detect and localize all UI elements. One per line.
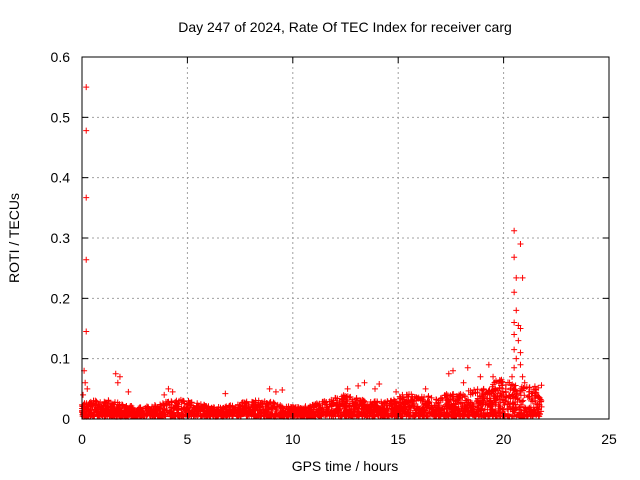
data-point (511, 289, 518, 296)
data-point (83, 127, 90, 134)
y-tick-label: 0.6 (51, 49, 71, 65)
data-point (498, 376, 505, 383)
data-point (169, 388, 176, 395)
dense-scatter-band (79, 377, 545, 420)
data-point (82, 379, 89, 386)
data-point (511, 319, 518, 326)
plot-frame (81, 56, 610, 420)
data-point (509, 373, 516, 380)
data-point (125, 388, 132, 395)
data-point (279, 387, 286, 394)
data-point (515, 337, 522, 344)
data-point (517, 349, 524, 356)
x-tick-label: 15 (390, 431, 406, 447)
data-point (83, 328, 90, 335)
x-tick-labels: 0 5 10 15 20 25 (78, 431, 617, 447)
y-tick-label: 0.1 (51, 351, 71, 367)
data-point (114, 379, 121, 386)
data-point (517, 241, 524, 248)
x-tick-label: 10 (285, 431, 301, 447)
data-point (422, 385, 429, 392)
data-point (165, 385, 172, 392)
data-point (511, 331, 518, 338)
chart-title: Day 247 of 2024, Rate Of TEC Index for r… (178, 19, 512, 35)
y-tick-labels: 0 0.1 0.2 0.3 0.4 0.5 0.6 (51, 49, 71, 427)
data-point (517, 325, 524, 332)
data-point (511, 227, 518, 234)
data-point (513, 274, 520, 281)
data-point (112, 370, 119, 377)
data-point (272, 388, 279, 395)
axis-ticks (81, 56, 610, 420)
y-tick-label: 0.5 (51, 109, 71, 125)
data-point (83, 84, 90, 91)
data-point (222, 390, 229, 397)
x-tick-label: 5 (184, 431, 192, 447)
data-point (83, 194, 90, 201)
data-point (80, 391, 87, 398)
data-point (464, 364, 471, 371)
data-point (513, 355, 520, 362)
data-point (525, 388, 532, 395)
x-tick-label: 20 (496, 431, 512, 447)
x-axis-label: GPS time / hours (292, 458, 399, 474)
data-point (519, 274, 526, 281)
data-point (513, 307, 520, 314)
data-point (355, 382, 362, 389)
x-tick-label: 25 (601, 431, 617, 447)
data-point (372, 385, 379, 392)
y-tick-label: 0.4 (51, 170, 71, 186)
x-tick-label: 0 (78, 431, 86, 447)
data-point (521, 379, 528, 386)
data-point (393, 388, 400, 395)
data-point (511, 254, 518, 261)
y-tick-label: 0.2 (51, 290, 71, 306)
y-tick-label: 0.3 (51, 230, 71, 246)
data-points (80, 84, 545, 410)
data-point (399, 391, 406, 398)
data-point (490, 373, 497, 380)
data-point (515, 322, 522, 329)
data-point (511, 364, 518, 371)
data-point (511, 346, 518, 353)
data-point (266, 385, 273, 392)
y-tick-label: 0 (62, 411, 70, 427)
data-point (532, 394, 539, 401)
data-point (376, 381, 383, 388)
data-point (519, 373, 526, 380)
data-point (477, 373, 484, 380)
data-point (460, 379, 467, 386)
data-point (83, 256, 90, 263)
data-point (538, 403, 545, 410)
grid-lines (82, 57, 609, 419)
data-point (344, 385, 351, 392)
data-point (517, 361, 524, 368)
data-point (161, 391, 168, 398)
y-axis-label: ROTI / TECUs (6, 193, 22, 283)
dense-points-path (79, 377, 545, 420)
data-point (502, 385, 509, 392)
data-point (361, 379, 368, 386)
data-point (84, 385, 91, 392)
data-point (485, 361, 492, 368)
data-point (116, 373, 123, 380)
data-point (450, 367, 457, 374)
data-point (445, 370, 452, 377)
